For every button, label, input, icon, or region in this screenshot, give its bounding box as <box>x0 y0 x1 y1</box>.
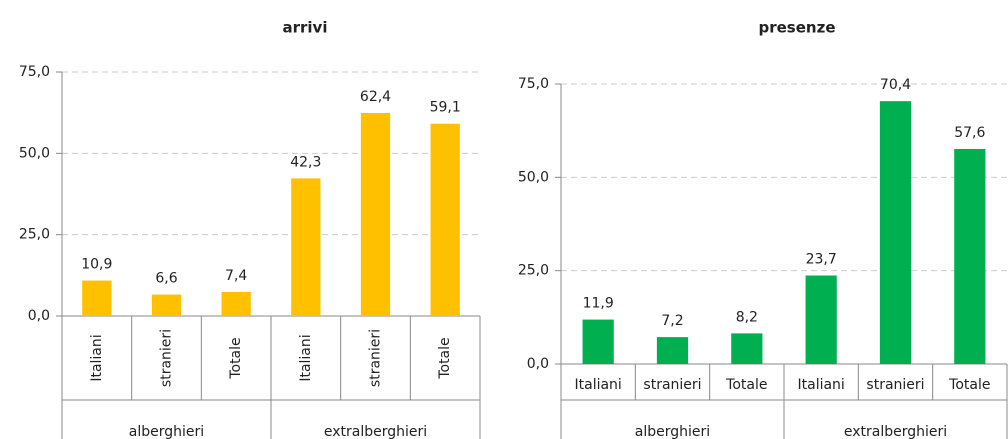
chart-title: presenze <box>759 19 836 37</box>
x-tick-label: Totale <box>437 337 453 379</box>
x-tick-label: Italiani <box>89 334 105 381</box>
y-tick-label: 50,0 <box>518 169 549 185</box>
value-label: 62,4 <box>360 89 391 105</box>
x-tick-label: Italiani <box>575 377 622 393</box>
bar <box>731 333 763 364</box>
value-label: 7,4 <box>225 268 247 284</box>
group-label: extralberghieri <box>324 424 427 439</box>
value-label: 7,2 <box>661 313 683 329</box>
y-tick-label: 0,0 <box>28 308 50 324</box>
bar <box>291 178 321 316</box>
x-tick-label: stranieri <box>866 377 924 393</box>
value-label: 59,1 <box>430 100 461 116</box>
y-tick-label: 75,0 <box>19 64 50 80</box>
bar <box>656 337 689 364</box>
bar <box>879 101 912 364</box>
value-label: 57,6 <box>954 125 985 141</box>
y-tick-label: 25,0 <box>19 227 50 243</box>
x-tick-label: Italiani <box>298 334 314 381</box>
value-label: 8,2 <box>736 309 758 325</box>
y-tick-label: 75,0 <box>518 76 549 92</box>
x-tick-label: Totale <box>948 377 990 393</box>
value-label: 70,4 <box>880 77 911 93</box>
bar <box>430 123 460 316</box>
group-label: extralberghieri <box>844 424 947 439</box>
y-tick-label: 0,0 <box>527 356 549 372</box>
bar <box>82 280 112 316</box>
bar <box>221 291 251 316</box>
bar <box>954 148 986 364</box>
bar <box>360 112 391 316</box>
x-tick-label: stranieri <box>159 329 175 387</box>
x-tick-label: Italiani <box>798 377 845 393</box>
x-tick-label: stranieri <box>368 329 384 387</box>
value-label: 23,7 <box>806 252 837 268</box>
value-label: 10,9 <box>81 257 112 273</box>
bar <box>151 294 182 316</box>
x-tick-label: Totale <box>228 337 244 379</box>
value-label: 42,3 <box>290 154 321 170</box>
bar <box>582 319 614 364</box>
x-tick-label: Totale <box>725 377 767 393</box>
bar <box>805 275 837 364</box>
group-label: alberghieri <box>129 424 204 439</box>
value-label: 11,9 <box>583 296 614 312</box>
value-label: 6,6 <box>155 271 177 287</box>
y-tick-label: 25,0 <box>518 263 549 279</box>
y-tick-label: 50,0 <box>19 145 50 161</box>
chart-title: arrivi <box>283 19 328 37</box>
group-label: alberghieri <box>635 424 710 439</box>
x-tick-label: stranieri <box>643 377 701 393</box>
